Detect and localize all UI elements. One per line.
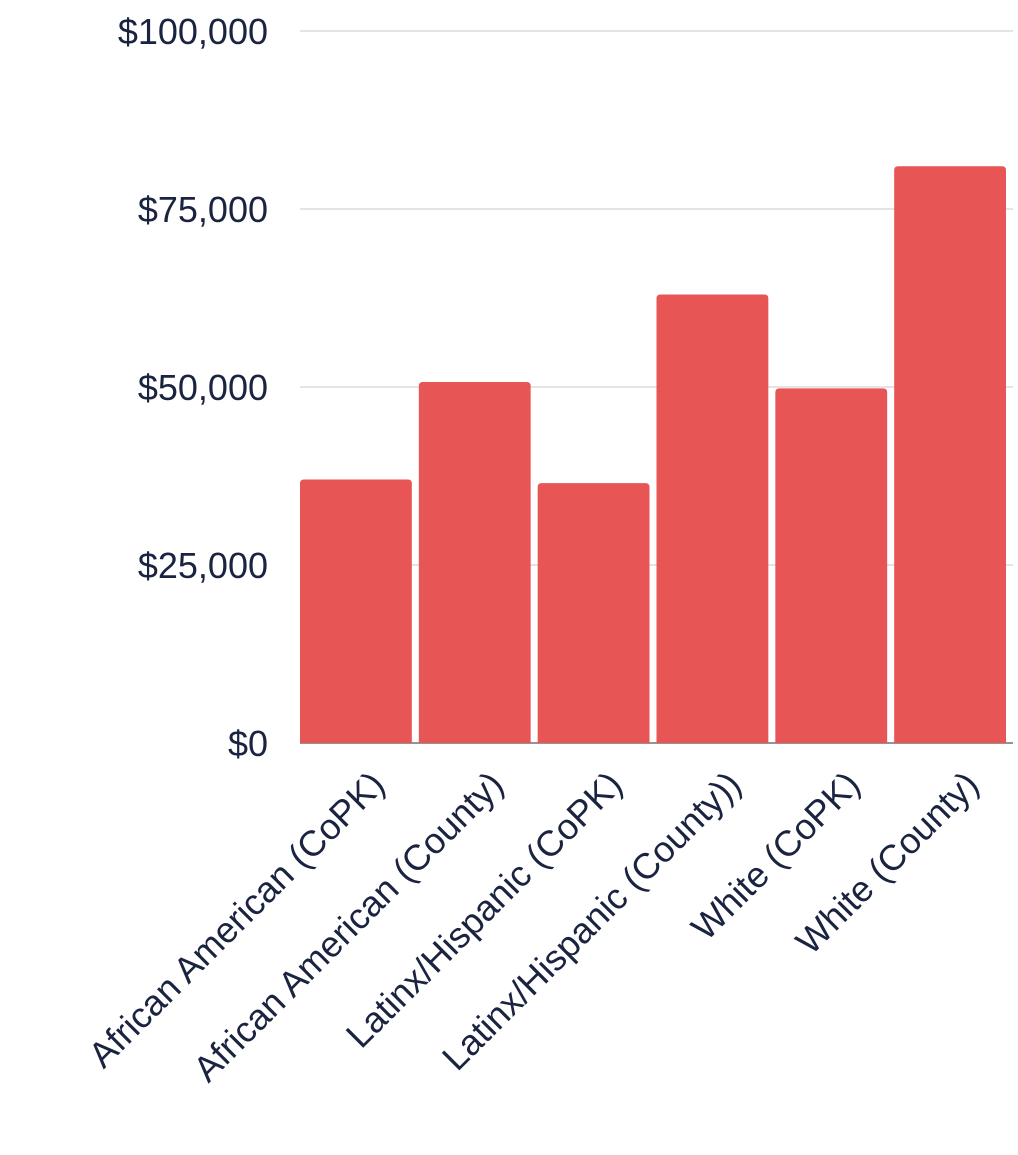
bar	[656, 294, 769, 743]
y-axis-tick-labels: $0 $25,000 $50,000 $75,000 $100,000	[118, 11, 268, 764]
x-axis-tick-labels: African American (CoPK)African American …	[80, 763, 986, 1089]
bar	[775, 388, 888, 743]
y-tick-label: $75,000	[138, 189, 268, 230]
y-tick-label: $0	[228, 723, 268, 764]
y-tick-label: $100,000	[118, 11, 268, 52]
bars	[300, 166, 1006, 743]
bar	[894, 166, 1006, 743]
y-tick-label: $25,000	[138, 545, 268, 586]
bar	[537, 483, 650, 743]
bar	[418, 382, 531, 743]
y-tick-label: $50,000	[138, 367, 268, 408]
bar	[300, 479, 412, 743]
